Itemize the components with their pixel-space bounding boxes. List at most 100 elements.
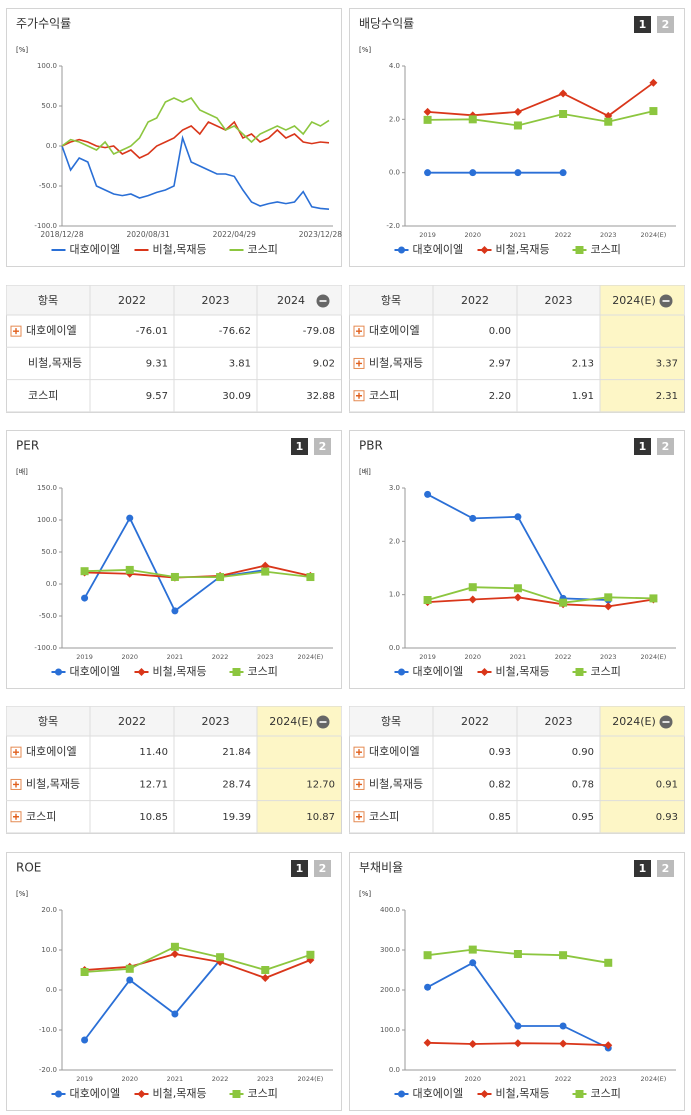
legend-label: 코스피	[591, 665, 621, 678]
tab-button-label[interactable]: 1	[639, 440, 647, 453]
y-tick-label: 50.0	[41, 548, 57, 556]
marker	[468, 945, 477, 954]
tab-button[interactable]	[657, 860, 674, 877]
marker	[261, 974, 270, 982]
marker	[604, 602, 613, 611]
marker	[513, 584, 522, 593]
table-cell: 12.70	[306, 779, 335, 790]
marker	[649, 107, 658, 116]
row-name: 비철,목재등	[26, 777, 80, 790]
x-tick-label: 2019	[76, 1075, 93, 1083]
chart-title: PBR	[359, 439, 383, 453]
expand-button-plus[interactable]	[13, 781, 19, 788]
expand-button-plus[interactable]	[13, 813, 19, 820]
marker	[514, 169, 522, 177]
marker	[513, 121, 522, 130]
table-header: 2023	[202, 294, 230, 307]
x-tick-label: 2022	[212, 653, 229, 661]
table-header: 항목	[38, 294, 58, 307]
marker	[559, 110, 568, 118]
legend-label: 비철,목재등	[153, 1087, 207, 1100]
estimate-highlight	[600, 285, 684, 413]
table-header: 2023	[545, 294, 573, 307]
tab-button[interactable]	[634, 438, 651, 455]
marker	[170, 572, 179, 581]
tab-button[interactable]	[634, 860, 651, 877]
chart-title: 부채비율	[359, 861, 403, 875]
expand-button-plus[interactable]	[356, 749, 362, 756]
marker	[423, 115, 432, 124]
table-cell: 0.93	[489, 747, 511, 758]
series-line	[427, 586, 654, 604]
legend-label: 비철,목재등	[153, 665, 207, 678]
y-tick-label: -2.0	[386, 222, 400, 230]
expand-button-plus[interactable]	[356, 328, 362, 335]
tab-button[interactable]	[657, 438, 674, 455]
table-cell: 10.85	[139, 812, 168, 823]
tab-button-label[interactable]: 2	[319, 440, 327, 453]
expand-button-plus[interactable]	[356, 392, 362, 399]
marker	[575, 668, 584, 676]
x-tick-label: 2023	[257, 1075, 274, 1083]
tab-button[interactable]	[291, 860, 308, 877]
x-tick-label: 2021	[167, 653, 184, 661]
table-header: 항목	[381, 294, 401, 307]
marker	[649, 594, 658, 603]
x-tick-label: 2020	[464, 1075, 481, 1083]
y-tick-label: 400.0	[380, 906, 400, 914]
y-tick-label: 200.0	[380, 986, 400, 994]
marker	[514, 1022, 522, 1030]
marker	[649, 78, 658, 87]
tab-button[interactable]	[634, 16, 651, 33]
tab-button-label[interactable]: 2	[662, 18, 670, 31]
expand-button-plus[interactable]	[13, 749, 19, 756]
x-tick-label: 2020	[464, 653, 481, 661]
marker	[81, 594, 89, 602]
legend-label: 비철,목재등	[496, 1087, 550, 1100]
y-tick-label: 0.0	[46, 580, 57, 588]
expand-button-plus[interactable]	[356, 813, 362, 820]
series-line	[427, 596, 654, 608]
expand-button-plus[interactable]	[356, 360, 362, 367]
marker	[604, 593, 613, 602]
table-cell: 0.90	[572, 747, 594, 758]
x-tick-label: 2019	[419, 1075, 436, 1083]
tab-button[interactable]	[657, 16, 674, 33]
row-name: 코스피	[26, 810, 56, 823]
series-line	[84, 953, 311, 979]
tab-button-label[interactable]: 2	[662, 862, 670, 875]
y-tick-label: -20.0	[39, 1066, 57, 1074]
marker	[80, 968, 89, 976]
table-header: 2024	[277, 294, 305, 307]
marker	[216, 573, 225, 582]
table-cell: 11.40	[139, 747, 168, 758]
tab-button[interactable]	[314, 860, 331, 877]
x-tick-label: 2022	[212, 1075, 229, 1083]
tab-button-label[interactable]: 2	[662, 440, 670, 453]
marker	[480, 246, 489, 254]
table-cell: 0.78	[572, 779, 594, 790]
x-tick-label: 2023	[600, 231, 617, 239]
table-cell: 0.85	[489, 812, 511, 823]
tab-button-label[interactable]: 1	[296, 440, 304, 453]
x-tick-label: 2020	[464, 231, 481, 239]
y-tick-label: 10.0	[41, 946, 57, 954]
table-header: 2022	[461, 294, 489, 307]
table-cell: 1.91	[572, 391, 594, 402]
y-tick-label: 100.0	[380, 1026, 400, 1034]
x-tick-label: 2019	[76, 653, 93, 661]
tab-button-label[interactable]: 1	[639, 862, 647, 875]
tab-button-label[interactable]: 1	[296, 862, 304, 875]
table-cell: 0.82	[489, 779, 511, 790]
marker	[171, 1010, 179, 1018]
legend-label: 대호에이엘	[413, 243, 464, 256]
expand-button-plus[interactable]	[356, 781, 362, 788]
marker	[232, 1090, 241, 1098]
tab-button-label[interactable]: 2	[319, 862, 327, 875]
expand-button-plus[interactable]	[13, 328, 19, 335]
row-name: 대호에이엘	[26, 745, 77, 758]
tab-button-label[interactable]: 1	[639, 18, 647, 31]
x-tick-label: 2021	[167, 1075, 184, 1083]
tab-button[interactable]	[291, 438, 308, 455]
tab-button[interactable]	[314, 438, 331, 455]
